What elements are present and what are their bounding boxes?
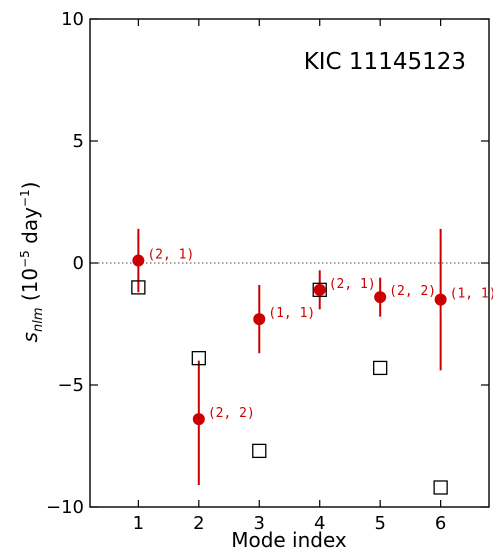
point-label-2: (2, 2) — [208, 406, 255, 421]
axis-layer: 1 2 3 4 5 6 −10 −5 0 5 10 — [46, 9, 490, 534]
square-point-2 — [191, 351, 206, 366]
y-tick-label-3: 5 — [73, 131, 84, 152]
circle-point-6 — [434, 293, 447, 306]
point-label-1: (2, 1) — [147, 248, 194, 263]
y-axis-unit-prefix: (10 — [18, 268, 42, 308]
square-point-4 — [312, 282, 327, 297]
annotation-layer: (2, 1) (2, 2) (1, 1) (2, 1) (2, 2) (1, 1) — [147, 248, 493, 422]
circle-point-2 — [192, 413, 205, 426]
y-axis-unit-exponent-2: −1 — [18, 189, 32, 207]
y-axis-symbol: s — [18, 332, 42, 342]
errorbar-layer — [137, 228, 442, 486]
y-tick-label-0: −10 — [46, 497, 84, 518]
circle-marker-layer — [132, 254, 447, 426]
square-point-3 — [252, 443, 267, 459]
circle-point-3 — [253, 313, 266, 326]
y-axis-subscript: nlm — [31, 308, 46, 333]
point-label-5: (2, 2) — [389, 284, 436, 299]
square-marker-layer — [131, 280, 448, 495]
circle-point-4 — [313, 283, 326, 296]
x-tick-label-3: 3 — [254, 513, 265, 534]
square-point-5 — [373, 360, 388, 376]
plot-frame — [89, 18, 490, 508]
circle-point-5 — [374, 291, 387, 304]
point-label-3: (1, 1) — [268, 306, 315, 321]
x-tick-label-6: 6 — [435, 513, 446, 534]
x-tick-label-1: 1 — [133, 513, 144, 534]
y-tick-label-4: 10 — [61, 9, 84, 30]
square-point-1 — [131, 280, 146, 295]
y-axis-unit-mid: day — [18, 207, 42, 250]
x-tick-label-2: 2 — [193, 513, 204, 534]
square-point-6 — [433, 480, 448, 495]
y-axis-unit-exponent: −5 — [18, 250, 32, 268]
x-tick-label-4: 4 — [314, 513, 325, 534]
x-axis-title: Mode index — [231, 528, 347, 552]
y-tick-label-2: 0 — [73, 253, 84, 274]
x-tick-label-5: 5 — [374, 513, 385, 534]
y-axis-unit-suffix: ) — [18, 182, 42, 190]
star-label: KIC 11145123 — [304, 49, 466, 75]
y-axis-title: snlm (10−5 day−1) — [18, 182, 46, 343]
circle-point-1 — [132, 254, 145, 267]
point-label-4: (2, 1) — [329, 277, 376, 292]
y-tick-label-1: −5 — [57, 375, 84, 396]
point-label-6: (1, 1) — [450, 287, 493, 302]
